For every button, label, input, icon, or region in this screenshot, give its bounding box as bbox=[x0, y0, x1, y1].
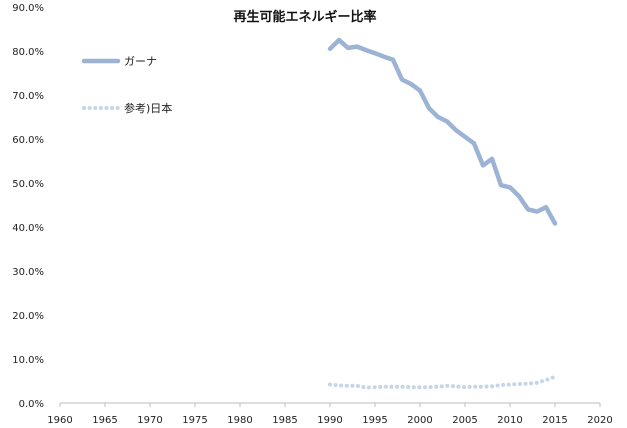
y-tick-label: 60.0% bbox=[12, 135, 44, 146]
y-tick-label: 10.0% bbox=[12, 355, 44, 366]
x-tick-label: 1960 bbox=[47, 415, 72, 426]
x-tick-label: 1985 bbox=[272, 415, 297, 426]
y-tick-label: 0.0% bbox=[19, 399, 44, 410]
x-tick-label: 1980 bbox=[227, 415, 252, 426]
y-tick-label: 90.0% bbox=[12, 3, 44, 14]
x-tick-label: 2020 bbox=[587, 415, 612, 426]
series-line-japan bbox=[328, 374, 557, 390]
x-tick-label: 2010 bbox=[497, 415, 522, 426]
x-tick-label: 1975 bbox=[182, 415, 207, 426]
x-tick-label: 1965 bbox=[92, 415, 117, 426]
x-tick-label: 2015 bbox=[542, 415, 567, 426]
x-axis-ticks: 1960 1965 1970 1975 1980 1985 1990 1995 2000 2005… bbox=[47, 403, 613, 426]
legend-item-ghana: ガーナ bbox=[81, 55, 157, 68]
x-tick-label: 1995 bbox=[362, 415, 387, 426]
y-tick-label: 30.0% bbox=[12, 267, 44, 278]
legend: ガーナ 参考)日本 bbox=[81, 55, 172, 115]
x-tick-label: 1970 bbox=[137, 415, 162, 426]
legend-label-ghana: ガーナ bbox=[124, 55, 157, 68]
x-tick-label: 2005 bbox=[452, 415, 477, 426]
legend-label-japan: 参考)日本 bbox=[124, 101, 172, 115]
series-layer bbox=[327, 37, 558, 390]
x-tick-label: 1990 bbox=[317, 415, 342, 426]
legend-item-japan: 参考)日本 bbox=[82, 101, 172, 115]
y-tick-label: 70.0% bbox=[12, 91, 44, 102]
y-tick-label: 80.0% bbox=[12, 47, 44, 58]
y-axis-ticks: 0.0% 10.0% 20.0% 30.0% 40.0% 50.0% 60.0% 70.0% 8… bbox=[12, 3, 44, 410]
chart-title: 再生可能エネルギー比率 bbox=[233, 9, 376, 25]
y-tick-label: 40.0% bbox=[12, 223, 44, 234]
x-tick-label: 2000 bbox=[407, 415, 432, 426]
series-line-ghana bbox=[327, 37, 558, 226]
y-tick-label: 20.0% bbox=[12, 311, 44, 322]
y-tick-label: 50.0% bbox=[12, 179, 44, 190]
